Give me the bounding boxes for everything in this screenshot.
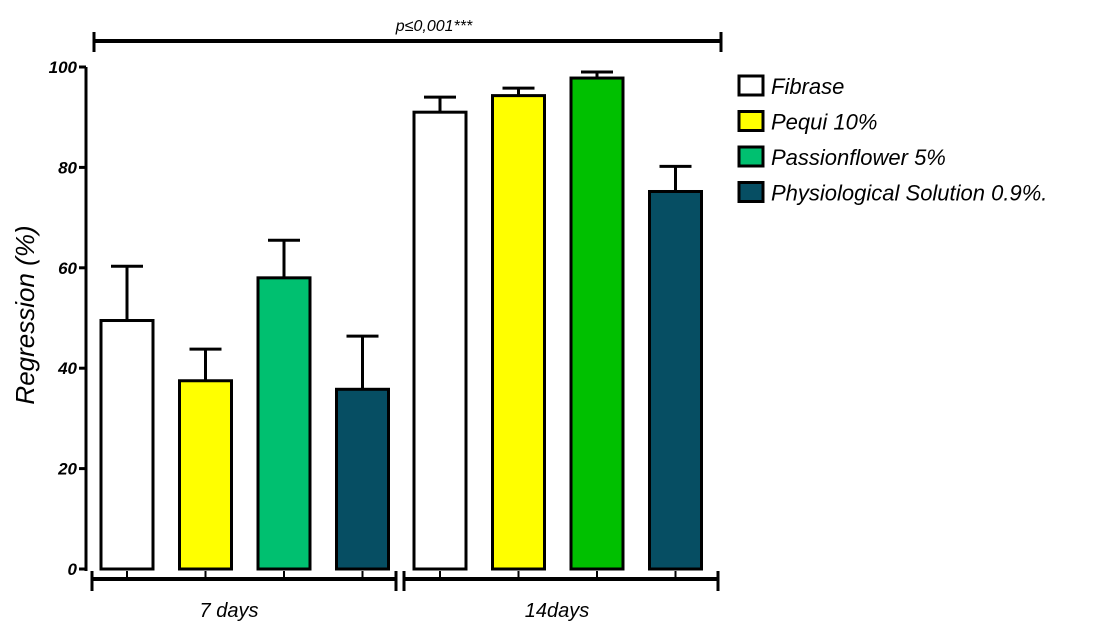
y-axis-label: Regression (%) xyxy=(10,225,40,404)
group-label-7days: 7 days xyxy=(200,600,259,621)
y-tick-label: 60 xyxy=(58,259,77,278)
bar-7days-pequi-10 xyxy=(178,379,233,571)
bar-7days-passionflower-5 xyxy=(256,276,312,571)
error-bars-layer xyxy=(111,70,692,390)
legend: Fibrase Pequi 10% Passionflower 5% Physiolo… xyxy=(737,74,1047,206)
y-tick-label: 100 xyxy=(49,58,78,77)
bar-14days-fibrase xyxy=(412,110,468,571)
y-tick-label: 0 xyxy=(68,560,78,579)
bar-7days-physiological-solution-0-9 xyxy=(335,387,390,571)
significance-label: p≤0,001*** xyxy=(395,18,473,35)
legend-swatch xyxy=(737,110,765,132)
legend-swatch xyxy=(737,181,765,203)
labels-layer: 0 20 40 60 80 100 Regression (%) 7 days 14days p≤… xyxy=(10,18,589,621)
group-label-14days: 14days xyxy=(525,600,590,621)
bar-14days-pequi-10 xyxy=(491,94,546,571)
legend-swatch xyxy=(737,145,765,168)
legend-label: Physiological Solution 0.9%. xyxy=(771,181,1047,206)
bar-7days-fibrase xyxy=(99,319,155,571)
legend-label: Fibrase xyxy=(771,74,844,99)
legend-swatch xyxy=(737,74,765,97)
bar-14days-physiological-solution-0-9 xyxy=(648,189,703,571)
bars-layer xyxy=(99,76,703,571)
y-tick-label: 20 xyxy=(57,460,77,479)
axes-layer xyxy=(79,32,723,591)
y-tick-label: 80 xyxy=(58,158,77,177)
y-tick-label: 40 xyxy=(57,359,77,378)
bar-14days-passionflower-5 xyxy=(569,76,625,571)
legend-label: Passionflower 5% xyxy=(771,145,946,170)
legend-label: Pequi 10% xyxy=(771,110,877,135)
